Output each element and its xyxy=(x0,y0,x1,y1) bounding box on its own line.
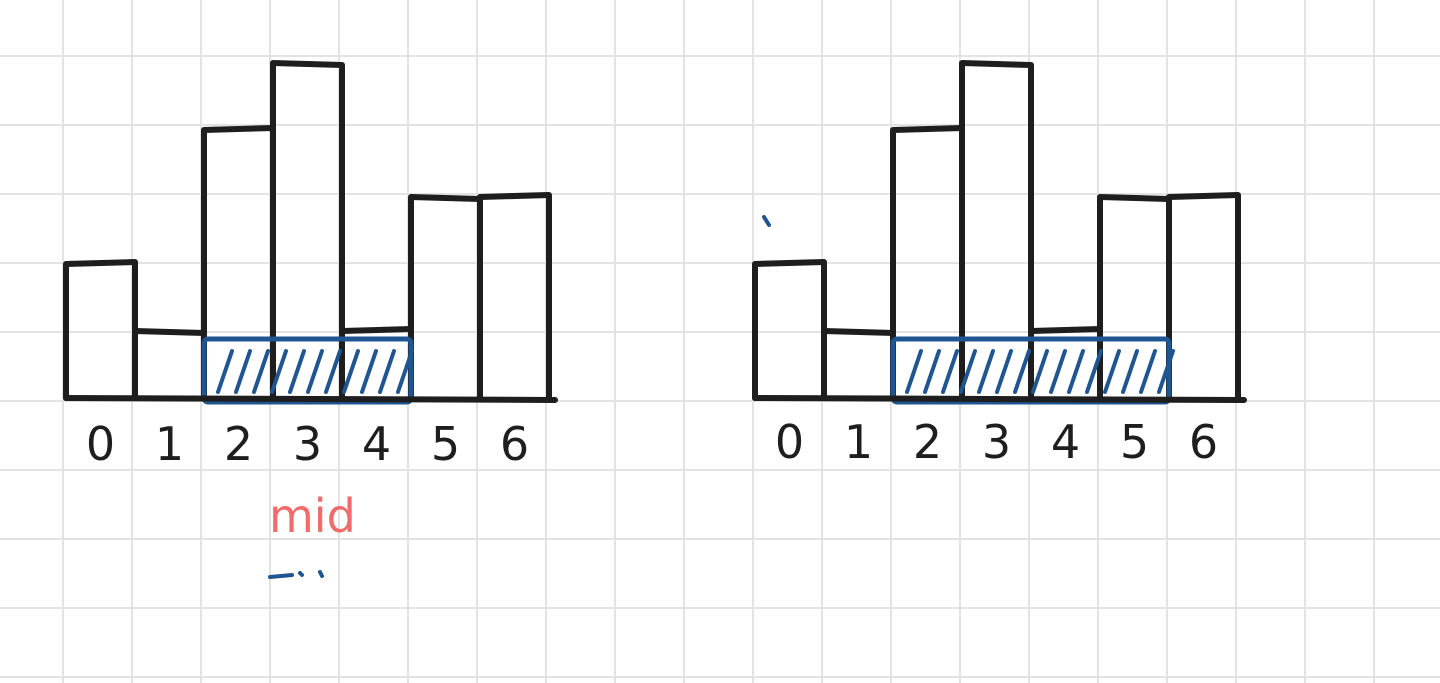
hatch-stroke xyxy=(1031,349,1049,394)
hatch-stroke xyxy=(905,349,923,394)
bar-6 xyxy=(477,192,552,401)
bar-5 xyxy=(408,194,483,401)
tick-label-3: 3 xyxy=(293,417,322,471)
tick-label-1: 1 xyxy=(844,415,873,469)
hatch-stroke xyxy=(1013,349,1031,394)
tick-label-2: 2 xyxy=(224,417,253,471)
tick-label-6: 6 xyxy=(1189,415,1218,469)
bar-0 xyxy=(752,259,827,401)
bar-6 xyxy=(1166,192,1241,401)
hatch-stroke xyxy=(252,349,270,394)
mid-label: mid xyxy=(269,489,356,543)
tick-label-5: 5 xyxy=(431,417,460,471)
hatch-stroke xyxy=(1085,349,1103,394)
hatch-stroke xyxy=(923,349,941,394)
bar-0 xyxy=(63,259,138,401)
hatch-stroke xyxy=(1121,349,1139,394)
hatch-stroke xyxy=(1067,349,1085,394)
bar-5 xyxy=(1097,194,1172,401)
hatch-stroke xyxy=(324,349,342,394)
hatch-stroke xyxy=(288,349,306,394)
bar-1 xyxy=(132,328,207,401)
bar-3 xyxy=(959,60,1034,401)
hatch-stroke xyxy=(396,349,414,394)
hatch-stroke xyxy=(234,349,252,394)
hatch-stroke xyxy=(1049,349,1067,394)
stray-pen-marks xyxy=(268,570,324,579)
stray-pen-marks xyxy=(762,215,771,227)
hatch-stroke xyxy=(360,349,378,394)
stray-mark xyxy=(268,573,294,579)
stray-mark xyxy=(762,215,771,227)
tick-label-3: 3 xyxy=(982,415,1011,469)
tick-label-0: 0 xyxy=(775,415,804,469)
hatch-stroke xyxy=(306,349,324,394)
x-axis-baseline xyxy=(63,395,558,403)
bar-group xyxy=(63,60,552,401)
hatch-stroke xyxy=(378,349,396,394)
hatch-stroke xyxy=(977,349,995,394)
hatch-stroke xyxy=(1103,349,1121,394)
tick-label-6: 6 xyxy=(500,417,529,471)
bar-group xyxy=(752,60,1241,401)
hatch-stroke xyxy=(995,349,1013,394)
tick-label-4: 4 xyxy=(362,417,391,471)
tick-label-2: 2 xyxy=(913,415,942,469)
hatch-stroke xyxy=(216,349,234,394)
hatch-stroke xyxy=(941,349,959,394)
stray-mark xyxy=(298,571,304,577)
tick-label-5: 5 xyxy=(1120,415,1149,469)
hatch-stroke xyxy=(270,349,288,394)
tick-label-4: 4 xyxy=(1051,415,1080,469)
x-axis-baseline xyxy=(752,395,1247,403)
stray-mark xyxy=(318,570,324,578)
bar-3 xyxy=(270,60,345,401)
highlight-rect xyxy=(201,336,414,405)
bar-1 xyxy=(821,328,896,401)
hatch-stroke xyxy=(1139,349,1157,394)
hatch-stroke xyxy=(959,349,977,394)
highlight-group xyxy=(201,336,414,405)
tick-label-1: 1 xyxy=(155,417,184,471)
tick-label-0: 0 xyxy=(86,417,115,471)
hatch-stroke xyxy=(1157,349,1175,394)
hatch-stroke xyxy=(342,349,360,394)
